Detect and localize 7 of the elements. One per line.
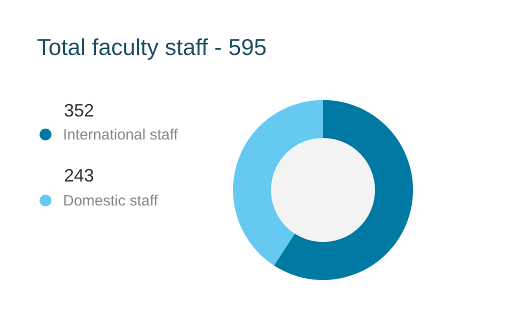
data-label: 352 [64, 100, 94, 120]
chart-title: Total faculty staff - 595 [37, 34, 267, 60]
data-label: 243 [64, 166, 94, 186]
donut-slice [233, 100, 323, 266]
donut-slice [274, 100, 413, 280]
legend-label: Domestic staff [63, 192, 159, 210]
legend-label: International staff [63, 126, 179, 144]
